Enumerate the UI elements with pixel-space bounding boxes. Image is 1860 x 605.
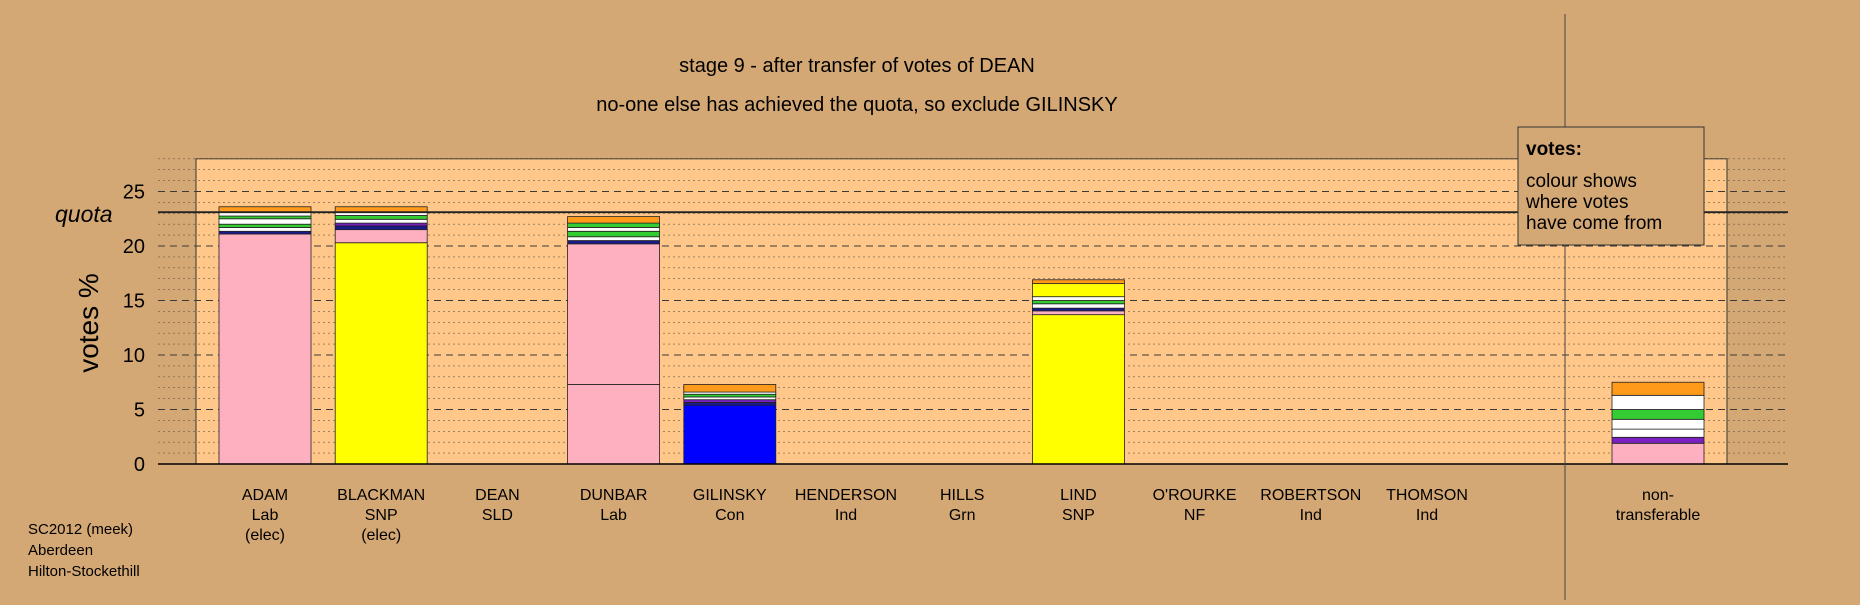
candidate-name-10: THOMSON — [1386, 487, 1468, 504]
bar-7-segment-1 — [1032, 310, 1125, 316]
bar-3-segment-3 — [567, 236, 660, 241]
bar-4-segment-1 — [683, 402, 777, 406]
bar-7-segment-2 — [1032, 307, 1125, 312]
bar-3-segment-7 — [567, 216, 660, 224]
candidate-party-4: Con — [715, 507, 744, 524]
candidate-party-7: SNP — [1062, 507, 1095, 524]
bar-4-segment-4 — [683, 393, 777, 398]
candidate-name-9: ROBERTSON — [1260, 487, 1361, 504]
nontransferable-segment-1 — [1611, 436, 1705, 444]
bar-7-segment-0 — [1032, 314, 1125, 465]
bar-3-segment-1 — [567, 243, 660, 385]
candidate-name-8: O'ROURKE — [1153, 487, 1237, 504]
footer-line-3: Hilton-Stockethill — [28, 563, 140, 580]
bar-4-segment-6 — [683, 384, 777, 393]
plot-panel — [195, 158, 1728, 465]
candidate-party-0: Lab — [252, 507, 279, 524]
bar-3-segment-6 — [567, 222, 660, 228]
candidate-party-1: SNP — [365, 507, 398, 524]
nontransferable-segment-5 — [1611, 394, 1705, 410]
legend-line-1: colour shows — [1526, 171, 1637, 192]
y-tick-label-5: 25 — [123, 182, 145, 204]
y-tick-label-1: 5 — [134, 400, 145, 422]
candidate-name-7: LIND — [1060, 487, 1096, 504]
bar-0-segment-5 — [218, 215, 312, 220]
bar-7-segment-6 — [1032, 283, 1125, 298]
bar-3-segment-4 — [567, 230, 660, 238]
nontransferable-segment-3 — [1611, 418, 1705, 430]
legend-line-3: have come from — [1526, 213, 1662, 234]
nontransferable-segment-4 — [1611, 409, 1705, 420]
candidate-name-0: ADAM — [242, 487, 288, 504]
bar-1-segment-5 — [334, 215, 428, 220]
footer-info: SC2012 (meek) Aberdeen Hilton-Stockethil… — [28, 519, 140, 582]
candidate-party-8: NF — [1184, 507, 1206, 524]
legend-heading: votes: — [1526, 139, 1582, 160]
candidate-status-1: (elec) — [361, 527, 401, 544]
bar-0-segment-1 — [218, 230, 312, 235]
bar-3-segment-0 — [567, 384, 660, 465]
candidate-name-3: DUNBAR — [580, 487, 648, 504]
bar-3-segment-2 — [567, 240, 660, 245]
candidate-party-2: SLD — [482, 507, 513, 524]
bar-1-segment-1 — [334, 229, 428, 244]
chart-title: stage 9 - after transfer of votes of DEA… — [679, 55, 1035, 77]
bar-1-segment-0 — [334, 242, 428, 465]
quota-label: quota — [55, 201, 113, 227]
candidate-name-1: BLACKMAN — [337, 487, 425, 504]
y-tick-label-4: 20 — [123, 236, 145, 258]
candidate-name-6: HILLS — [940, 487, 984, 504]
y-tick-label-0: 0 — [134, 454, 145, 476]
candidate-name-5: HENDERSON — [795, 487, 897, 504]
bar-7-segment-4 — [1032, 300, 1125, 305]
candidate-name-4: GILINSKY — [693, 487, 767, 504]
bar-4-segment-0 — [683, 404, 777, 465]
y-axis-label: votes % — [73, 273, 104, 373]
nontransferable-label-1: transferable — [1616, 507, 1701, 524]
bar-0-segment-3 — [218, 223, 312, 228]
candidate-name-2: DEAN — [475, 487, 519, 504]
bar-3-segment-5 — [567, 227, 660, 232]
bar-7-segment-5 — [1032, 296, 1125, 301]
bar-0-segment-2 — [218, 227, 312, 232]
bar-1-segment-3 — [334, 222, 428, 227]
nontransferable-label-0: non- — [1642, 487, 1674, 504]
bar-0-segment-0 — [218, 233, 312, 465]
nontransferable-segment-0 — [1611, 442, 1705, 465]
nontransferable-segment-6 — [1611, 381, 1705, 396]
bar-1-segment-4 — [334, 218, 428, 224]
legend-box — [1517, 126, 1705, 246]
bar-4-segment-3 — [683, 396, 777, 401]
candidate-party-10: Ind — [1416, 507, 1438, 524]
bar-4-segment-2 — [683, 399, 777, 403]
y-tick-label-2: 10 — [123, 345, 145, 367]
candidate-party-6: Grn — [949, 507, 976, 524]
candidate-party-3: Lab — [600, 507, 627, 524]
nontransferable-segment-2 — [1611, 428, 1705, 438]
bar-7-segment-3 — [1032, 303, 1125, 309]
bar-1-segment-2 — [334, 225, 428, 231]
legend: votes: colour shows where votes have com… — [1517, 126, 1705, 246]
chart-subtitle: no-one else has achieved the quota, so e… — [596, 94, 1117, 116]
candidate-status-0: (elec) — [245, 527, 285, 544]
legend-line-2: where votes — [1525, 192, 1628, 213]
bar-7-segment-7 — [1032, 279, 1125, 285]
footer-line-1: SC2012 (meek) — [28, 521, 134, 538]
candidate-party-9: Ind — [1300, 507, 1322, 524]
footer-line-2: Aberdeen — [28, 542, 94, 559]
bar-0-segment-4 — [218, 218, 312, 225]
candidate-party-5: Ind — [835, 507, 857, 524]
y-tick-label-3: 15 — [123, 291, 145, 313]
